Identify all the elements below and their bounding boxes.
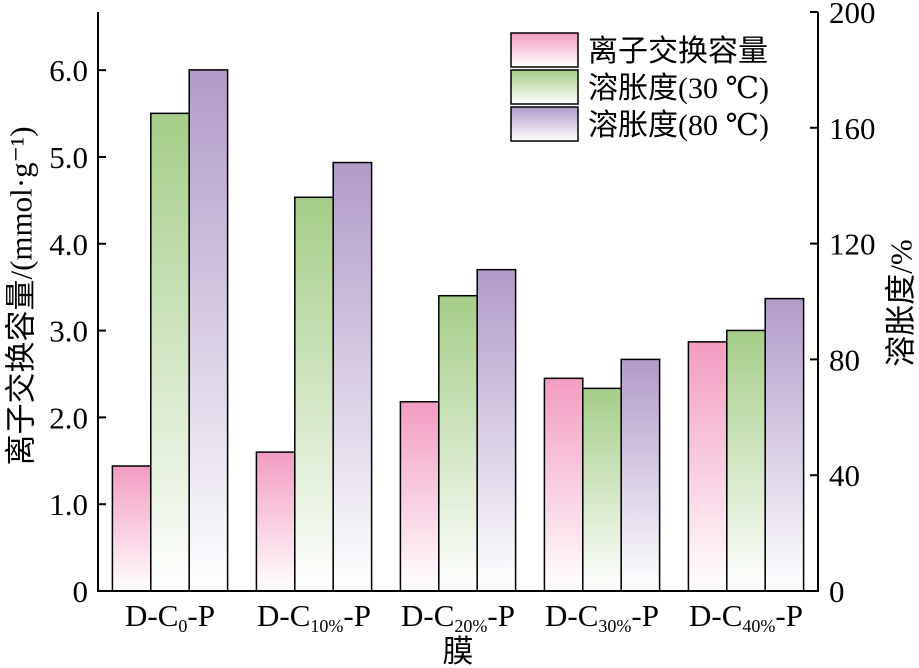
bar-swelling-80c-1 <box>332 161 373 592</box>
x-tick-label: D-C10%-P <box>257 598 371 636</box>
bar-swelling-30c-0 <box>150 112 190 592</box>
bar-swelling-80c-3 <box>620 358 661 592</box>
bar-swelling-30c-4 <box>726 329 766 592</box>
y-right-tick-label: 80 <box>829 342 860 377</box>
legend-swatch-swelling-30c <box>510 69 579 105</box>
legend-label-swelling-30c: 溶胀度(30 ℃) <box>588 72 769 105</box>
bar-swelling-80c-2 <box>476 268 517 592</box>
y-right-tick-label: 200 <box>829 0 876 30</box>
y-left-tick-label: 3.0 <box>49 314 88 349</box>
bar-ion-exchange-capacity-1 <box>255 451 296 592</box>
legend-swatch-swelling-80c <box>510 106 579 142</box>
x-tick-label: D-C30%-P <box>545 598 659 636</box>
bar-ion-exchange-capacity-2 <box>399 401 440 592</box>
y-left-tick-label: 1.0 <box>49 487 88 522</box>
y-right-tick-label: 0 <box>829 574 845 609</box>
y-right-tick-label: 160 <box>829 111 876 146</box>
bars <box>111 69 805 592</box>
legend-label-ion-exchange-capacity: 离子交换容量 <box>588 35 768 68</box>
y-right-tick-label: 120 <box>829 227 876 262</box>
axes <box>97 12 819 592</box>
legend-swatch-ion-exchange-capacity <box>510 32 579 68</box>
x-axis-title: 膜 <box>443 634 474 668</box>
bar-ion-exchange-capacity-4 <box>687 341 728 592</box>
bar-swelling-80c-4 <box>764 297 805 592</box>
y-right-tick-label: 40 <box>829 458 860 493</box>
x-ticks: D-C0-P D-C10%-P D-C20%-P D-C30%-P D-C40%-P <box>125 598 803 636</box>
y-right-ticks: 0 40 80 120 160 200 <box>810 0 876 609</box>
y-left-tick-label: 0 <box>73 574 89 609</box>
y-left-axis-title: 离子交换容量/(mmol·g⁻¹) <box>4 126 39 465</box>
x-tick-label: D-C40%-P <box>689 598 803 636</box>
y-left-ticks: 0 1.0 2.0 3.0 4.0 5.0 6.0 <box>49 53 106 609</box>
x-tick-label: D-C0-P <box>125 598 215 636</box>
x-tick-label: D-C20%-P <box>401 598 515 636</box>
legend: 离子交换容量 溶胀度(30 ℃) 溶胀度(80 ℃) <box>510 32 769 142</box>
bar-swelling-30c-3 <box>582 387 622 592</box>
bar-ion-exchange-capacity-3 <box>543 377 584 592</box>
bar-swelling-30c-1 <box>294 196 334 592</box>
y-left-tick-label: 4.0 <box>49 227 88 262</box>
y-left-tick-label: 5.0 <box>49 140 88 175</box>
legend-label-swelling-80c: 溶胀度(80 ℃) <box>588 109 769 142</box>
y-right-axis-title: 溶胀度/% <box>884 239 919 366</box>
bar-swelling-80c-0 <box>188 69 229 592</box>
bar-swelling-30c-2 <box>438 294 478 592</box>
bar-ion-exchange-capacity-0 <box>111 465 152 592</box>
y-left-tick-label: 2.0 <box>49 400 88 435</box>
y-left-tick-label: 6.0 <box>49 53 88 88</box>
